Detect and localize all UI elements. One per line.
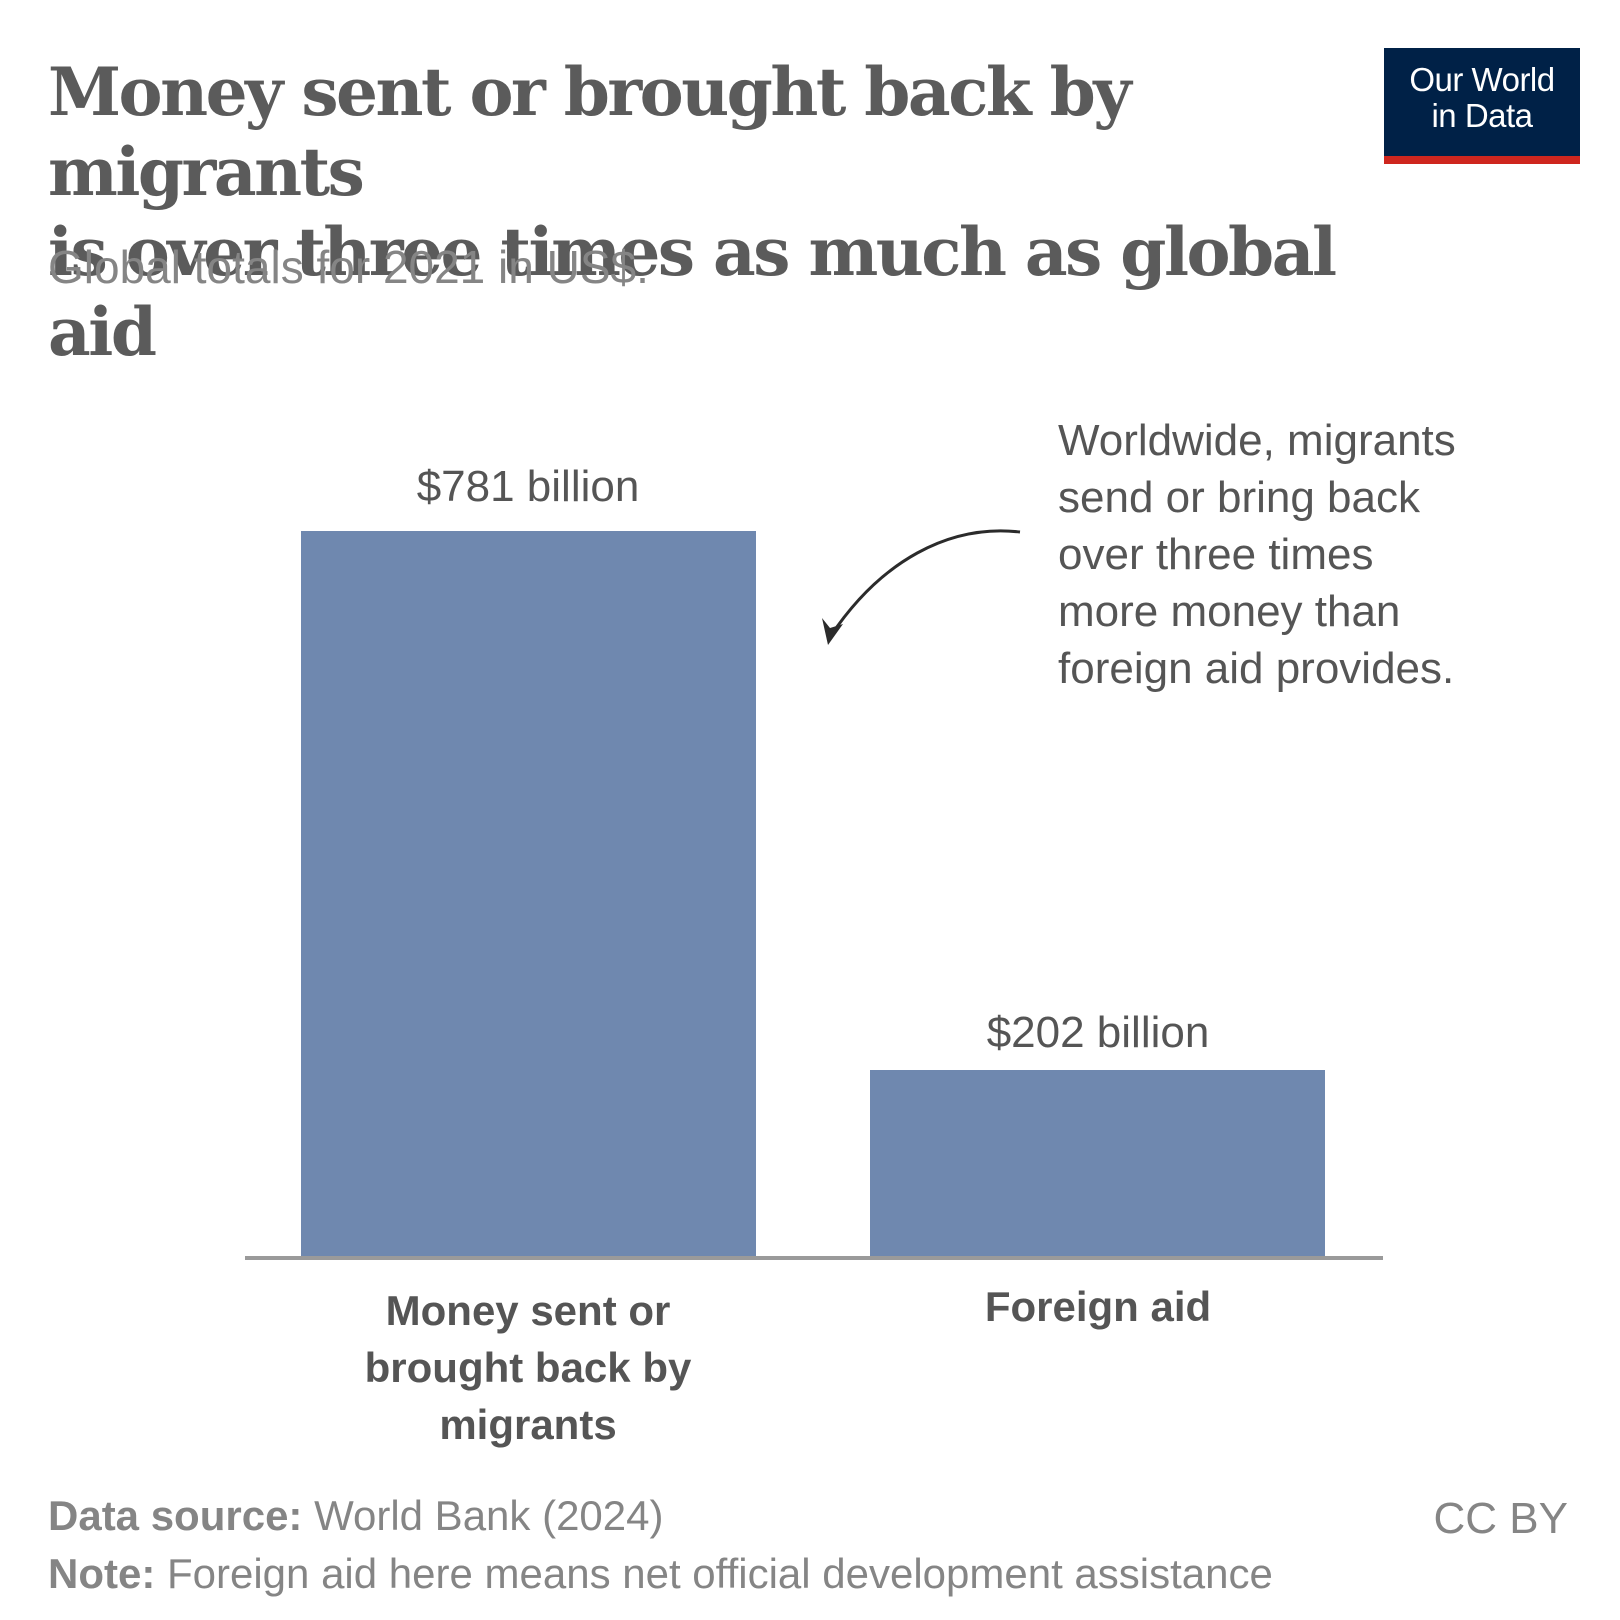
- our-world-in-data-logo[interactable]: Our World in Data: [1384, 48, 1580, 164]
- logo-line-1: Our World: [1409, 61, 1555, 98]
- category-label-foreign-aid: Foreign aid: [868, 1278, 1328, 1335]
- data-source-value: World Bank (2024): [302, 1492, 664, 1539]
- annotation-line: send or bring back: [1058, 473, 1420, 522]
- category-label-line: Foreign aid: [984, 1283, 1212, 1330]
- annotation-line: more money than: [1058, 587, 1401, 636]
- bar-remittances: [301, 531, 756, 1258]
- annotation-line: over three times: [1058, 530, 1374, 579]
- category-label-line: migrants: [439, 1401, 617, 1448]
- chart-title: Money sent or brought back by migrants i…: [48, 52, 1348, 372]
- bar-foreign-aid: [870, 1070, 1325, 1258]
- annotation-line: foreign aid provides.: [1058, 644, 1455, 693]
- curved-arrow-icon: [822, 529, 1021, 645]
- category-label-remittances: Money sent or brought back by migrants: [298, 1282, 758, 1453]
- title-line-1: Money sent or brought back by migrants: [48, 53, 1132, 211]
- bar-value-label-foreign-aid: $202 billion: [986, 1008, 1210, 1057]
- category-label-line: brought back by: [364, 1344, 692, 1391]
- x-axis-baseline: [245, 1256, 1383, 1260]
- annotation-line: Worldwide, migrants: [1058, 416, 1456, 465]
- note-label: Note:: [48, 1550, 156, 1597]
- footnote: Note: Foreign aid here means net officia…: [48, 1550, 1273, 1598]
- chart-annotation: Worldwide, migrants send or bring back o…: [1058, 412, 1538, 697]
- chart-subtitle: Global totals for 2021 in US$.: [48, 241, 649, 293]
- license-link[interactable]: CC BY: [1433, 1494, 1568, 1543]
- category-label-line: Money sent or: [385, 1287, 671, 1334]
- logo-line-2: in Data: [1431, 97, 1533, 134]
- bar-value-label-remittances: $781 billion: [416, 462, 640, 511]
- data-source: Data source: World Bank (2024): [48, 1492, 663, 1540]
- note-value: Foreign aid here means net official deve…: [155, 1550, 1273, 1597]
- data-source-label: Data source:: [48, 1492, 303, 1539]
- title-line-2: is over three times as much as global ai…: [48, 213, 1337, 371]
